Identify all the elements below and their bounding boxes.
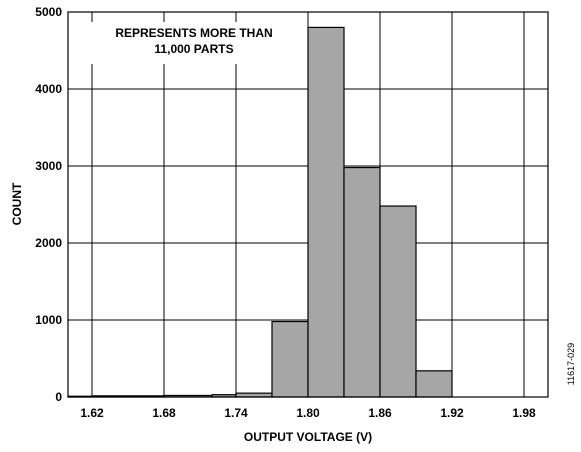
x-tick-label: 1.62 <box>80 406 104 420</box>
annotation-line-1: REPRESENTS MORE THAN <box>115 26 272 40</box>
y-tick-label: 2000 <box>35 236 62 250</box>
x-tick-label: 1.92 <box>440 406 464 420</box>
x-tick-label: 1.86 <box>368 406 392 420</box>
y-tick-label: 4000 <box>35 82 62 96</box>
x-axis-title: OUTPUT VOLTAGE (V) <box>244 430 372 444</box>
x-tick-label: 1.80 <box>296 406 320 420</box>
plot-frame <box>67 11 549 398</box>
figure-id: 11617-029 <box>566 343 576 385</box>
histogram-bar <box>307 26 345 398</box>
histogram-bar <box>271 320 309 398</box>
annotation-box <box>82 22 306 64</box>
histogram-bar <box>379 205 417 398</box>
annotation-line-2: 11,000 PARTS <box>154 42 233 56</box>
x-tick-label: 1.98 <box>512 406 536 420</box>
y-tick-label: 1000 <box>35 313 62 327</box>
x-tick-labels: 1.62 1.68 1.74 1.80 1.86 1.92 1.98 <box>80 406 536 420</box>
y-axis-title: COUNT <box>10 182 24 225</box>
x-tick-label: 1.68 <box>152 406 176 420</box>
histogram-bar <box>415 370 453 398</box>
bars <box>67 26 453 398</box>
x-tick-label: 1.74 <box>224 406 248 420</box>
histogram-bar <box>343 166 381 398</box>
y-tick-labels: 0 1000 2000 3000 4000 5000 <box>35 5 62 404</box>
y-tick-label: 0 <box>55 390 62 404</box>
y-tick-label: 5000 <box>35 5 62 19</box>
y-tick-label: 3000 <box>35 159 62 173</box>
